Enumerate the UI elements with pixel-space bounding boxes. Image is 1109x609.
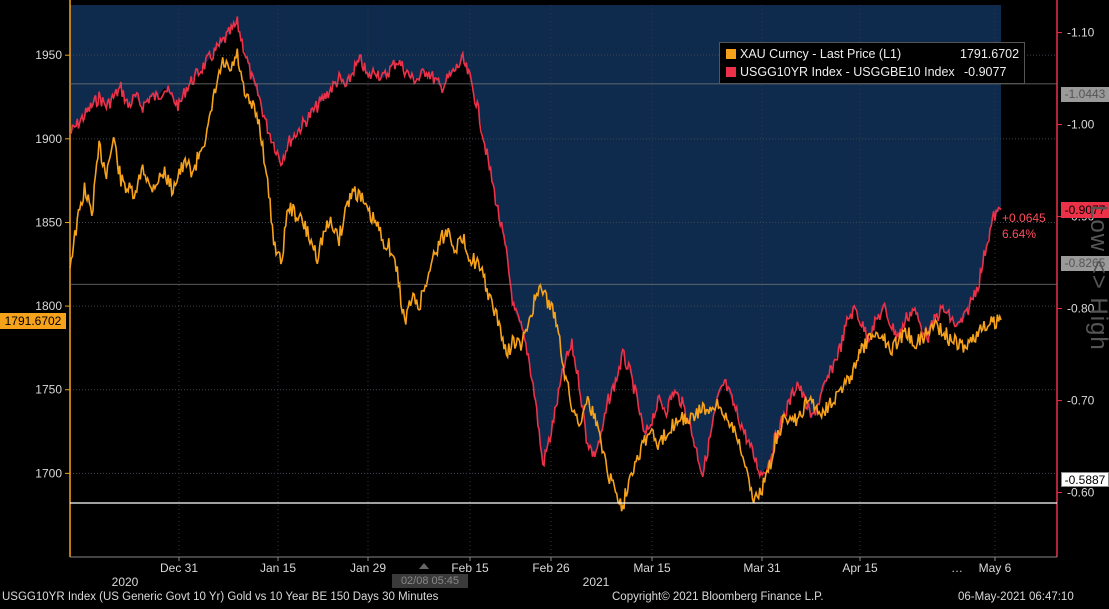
marker-mid-label: -0.8265 <box>1061 256 1109 271</box>
right-tick-label-0: -1.10 <box>1067 26 1095 40</box>
last-price-right-label: -0.9077 <box>1061 202 1109 218</box>
last-price-left-label: 1791.6702 <box>0 313 66 329</box>
left-tick-label-1: 1900 <box>35 132 62 146</box>
cursor-time-label: 02/08 05:45 <box>392 574 468 588</box>
x-tick-label-8: May 6 <box>979 561 1012 575</box>
legend-spread-name: USGG10YR Index - USGGBE10 Index <box>740 65 955 79</box>
x-tick-label-2: Jan 29 <box>350 561 386 575</box>
x-tick-label-3: Feb 15 <box>451 561 489 575</box>
series-line-gold <box>69 48 1002 512</box>
left-tick-label-5: 1700 <box>35 466 62 480</box>
series-line-spread <box>69 16 1002 480</box>
right-tick-label-1: -1.00 <box>1067 118 1095 132</box>
left-tick-label-4: 1750 <box>35 383 62 397</box>
marker-bottom-label: -0.5887 <box>1061 472 1109 487</box>
left-axis-ticks: 1950 1900 1850 1800 1750 1700 <box>35 48 70 480</box>
series-layer <box>69 16 1002 512</box>
legend-spread-value: -0.9077 <box>964 65 1007 79</box>
axes <box>69 0 1058 558</box>
legend-swatch-gold <box>726 49 736 59</box>
cursor-arrow-icon <box>419 563 429 569</box>
legend-swatch-spread <box>726 67 736 77</box>
right-tick-label-3: -0.80 <box>1067 302 1095 316</box>
x-tick-label-5: Mar 15 <box>633 561 671 575</box>
x-axis-ticks: Dec 31 Jan 15 Jan 29 Feb 15 Feb 26 Mar 15 Mar … <box>112 557 1012 589</box>
low-high-label: Low <> High <box>1085 205 1109 351</box>
x-tick-label-1: Jan 15 <box>260 561 296 575</box>
left-tick-label-3: 1800 <box>35 299 62 313</box>
footer-copyright: Copyright© 2021 Bloomberg Finance L.P. <box>612 591 824 603</box>
change-percent: 6.64% <box>1002 227 1037 241</box>
x-tick-ellipsis: … <box>951 561 963 575</box>
change-value: +0.0645 <box>1002 211 1046 225</box>
footer-description: USGG10YR Index (US Generic Govt 10 Yr) G… <box>2 591 439 603</box>
legend: XAU Curncy - Last Price (L1) 1791.6702 U… <box>719 42 1025 84</box>
year-label-1: 2021 <box>583 575 610 589</box>
x-tick-label-0: Dec 31 <box>160 561 198 575</box>
x-tick-label-4: Feb 26 <box>532 561 570 575</box>
marker-top-label: -1.0443 <box>1061 87 1109 102</box>
year-label-0: 2020 <box>112 575 139 589</box>
x-tick-label-6: Mar 31 <box>743 561 781 575</box>
right-tick-label-4: -0.70 <box>1067 394 1095 408</box>
legend-gold-name: XAU Curncy - Last Price (L1) <box>740 47 902 61</box>
left-tick-label-0: 1950 <box>35 48 62 62</box>
x-tick-label-7: Apr 15 <box>842 561 878 575</box>
legend-row-gold: XAU Curncy - Last Price (L1) <box>726 46 901 62</box>
footer-timestamp: 06-May-2021 06:47:10 <box>958 591 1074 603</box>
grid <box>70 5 1057 557</box>
left-tick-label-2: 1850 <box>35 215 62 229</box>
right-tick-label-5: -0.60 <box>1067 486 1095 500</box>
legend-gold-value: 1791.6702 <box>960 47 1020 61</box>
legend-row-spread: USGG10YR Index - USGGBE10 Index <box>726 64 955 80</box>
